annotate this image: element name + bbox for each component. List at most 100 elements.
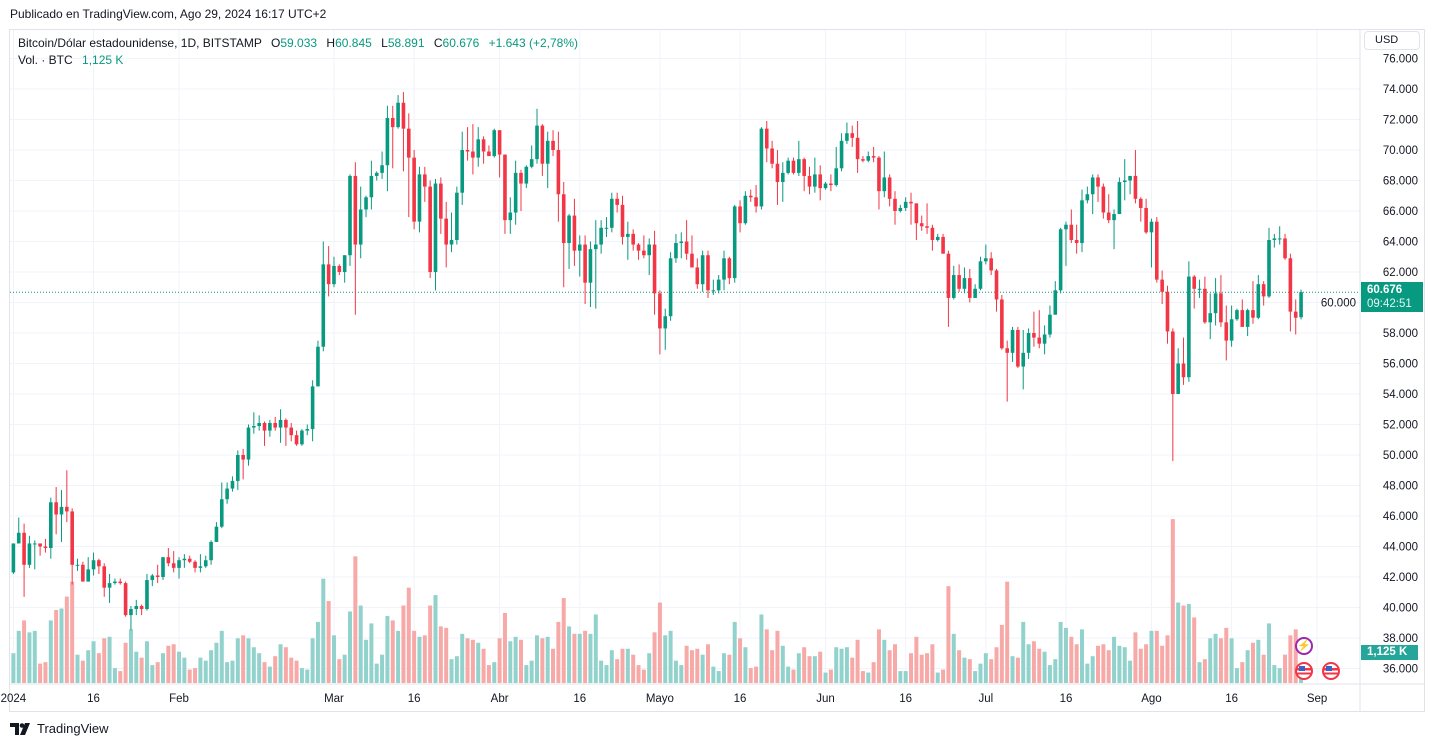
candle-body <box>813 174 817 187</box>
candle <box>423 166 427 202</box>
candle <box>396 95 400 129</box>
symbol-title[interactable]: Bitcoin/Dólar estadounidense, 1D, BITSTA… <box>18 36 262 50</box>
candle-body <box>610 198 614 228</box>
candle <box>113 578 117 585</box>
volume-bar <box>134 651 139 683</box>
volume-bar <box>689 650 694 683</box>
candle-body <box>620 204 625 237</box>
volume-bar <box>1283 654 1288 683</box>
candle-body <box>444 218 448 245</box>
chart-panel[interactable] <box>9 29 1425 712</box>
candle <box>150 573 155 587</box>
lightning-event-icon[interactable]: ⚡ <box>1295 637 1313 655</box>
candle <box>353 162 358 315</box>
volume-bar <box>433 595 438 683</box>
candle-body <box>102 566 107 588</box>
y-tick-label: 72.000 <box>1383 115 1418 127</box>
volume-bar <box>545 636 550 683</box>
candle-body <box>1235 310 1239 320</box>
candle <box>893 191 897 225</box>
candle <box>428 180 432 279</box>
volume-bar <box>123 642 128 683</box>
candle-body <box>695 267 700 285</box>
candle <box>914 203 919 240</box>
volume-bar <box>1026 644 1031 683</box>
candle-body <box>626 233 630 237</box>
candle <box>668 252 673 321</box>
volume-bar <box>438 626 443 683</box>
candle <box>284 418 288 446</box>
candle-body <box>1133 175 1138 199</box>
volume-bar <box>615 659 620 683</box>
candle <box>1171 328 1175 462</box>
volume-bar <box>1186 604 1191 683</box>
candle <box>417 166 422 233</box>
volume-bar <box>722 653 727 683</box>
tradingview-logo-icon <box>10 722 30 735</box>
candle-body <box>449 239 454 245</box>
volume-bar <box>380 654 385 683</box>
candle-body <box>246 427 251 460</box>
footer-brand[interactable]: TradingView <box>10 721 109 736</box>
volume-bar <box>385 615 390 683</box>
candle <box>583 235 587 305</box>
us-flag-event-icon[interactable] <box>1295 662 1313 680</box>
volume-bar <box>209 650 214 683</box>
volume-bar <box>1224 627 1229 683</box>
candle-body <box>834 168 839 186</box>
volume-bar <box>818 651 823 683</box>
volume-bar <box>641 669 646 683</box>
candle <box>129 605 133 631</box>
volume-bar <box>1181 605 1186 683</box>
volume-bar <box>321 578 326 683</box>
candle-body <box>1176 363 1180 394</box>
candle <box>829 174 833 192</box>
currency-selector[interactable]: USD <box>1364 31 1420 50</box>
volume-bar <box>1096 645 1101 683</box>
candle-body <box>294 435 299 445</box>
y-tick-label: 70.000 <box>1383 145 1418 157</box>
candle <box>166 548 171 567</box>
candle <box>1026 328 1031 359</box>
candle <box>1122 159 1127 201</box>
candle-body <box>1080 200 1084 244</box>
volume-bar <box>1293 629 1298 683</box>
candle <box>182 554 187 568</box>
volume-bar <box>1021 621 1026 683</box>
candle-body <box>161 557 165 577</box>
last-price-label: 60.676 09:42:51 <box>1361 282 1423 312</box>
candle-body <box>823 183 828 189</box>
candle-body <box>941 236 945 254</box>
volume-bar <box>54 609 59 683</box>
candle <box>1197 279 1202 298</box>
volume-bar <box>909 653 914 683</box>
volume-bar <box>48 620 53 683</box>
volume-bar <box>139 657 144 683</box>
candle-body <box>1069 224 1074 240</box>
candle <box>1133 150 1138 204</box>
candle-body <box>481 139 486 152</box>
volume-bar <box>529 660 534 683</box>
candle-body <box>593 244 598 250</box>
candle-body <box>123 583 128 616</box>
candle-body <box>75 564 80 566</box>
volume-bar <box>374 663 379 683</box>
candle-body <box>27 543 32 565</box>
candle <box>834 146 839 187</box>
volume-bar <box>38 663 43 683</box>
volume-bar <box>118 671 123 683</box>
candle <box>684 220 689 260</box>
candle-body <box>300 430 304 445</box>
us-flag-event-icon[interactable] <box>1322 662 1340 680</box>
candle-body <box>1048 314 1052 335</box>
candle-body <box>369 175 374 198</box>
volume-bar <box>326 601 331 683</box>
candle <box>540 124 545 176</box>
volume-bar <box>796 653 801 683</box>
candle-body <box>1299 292 1303 318</box>
candle <box>326 246 331 297</box>
candle <box>401 92 406 172</box>
candle <box>700 250 705 292</box>
volume-bar <box>700 654 705 683</box>
